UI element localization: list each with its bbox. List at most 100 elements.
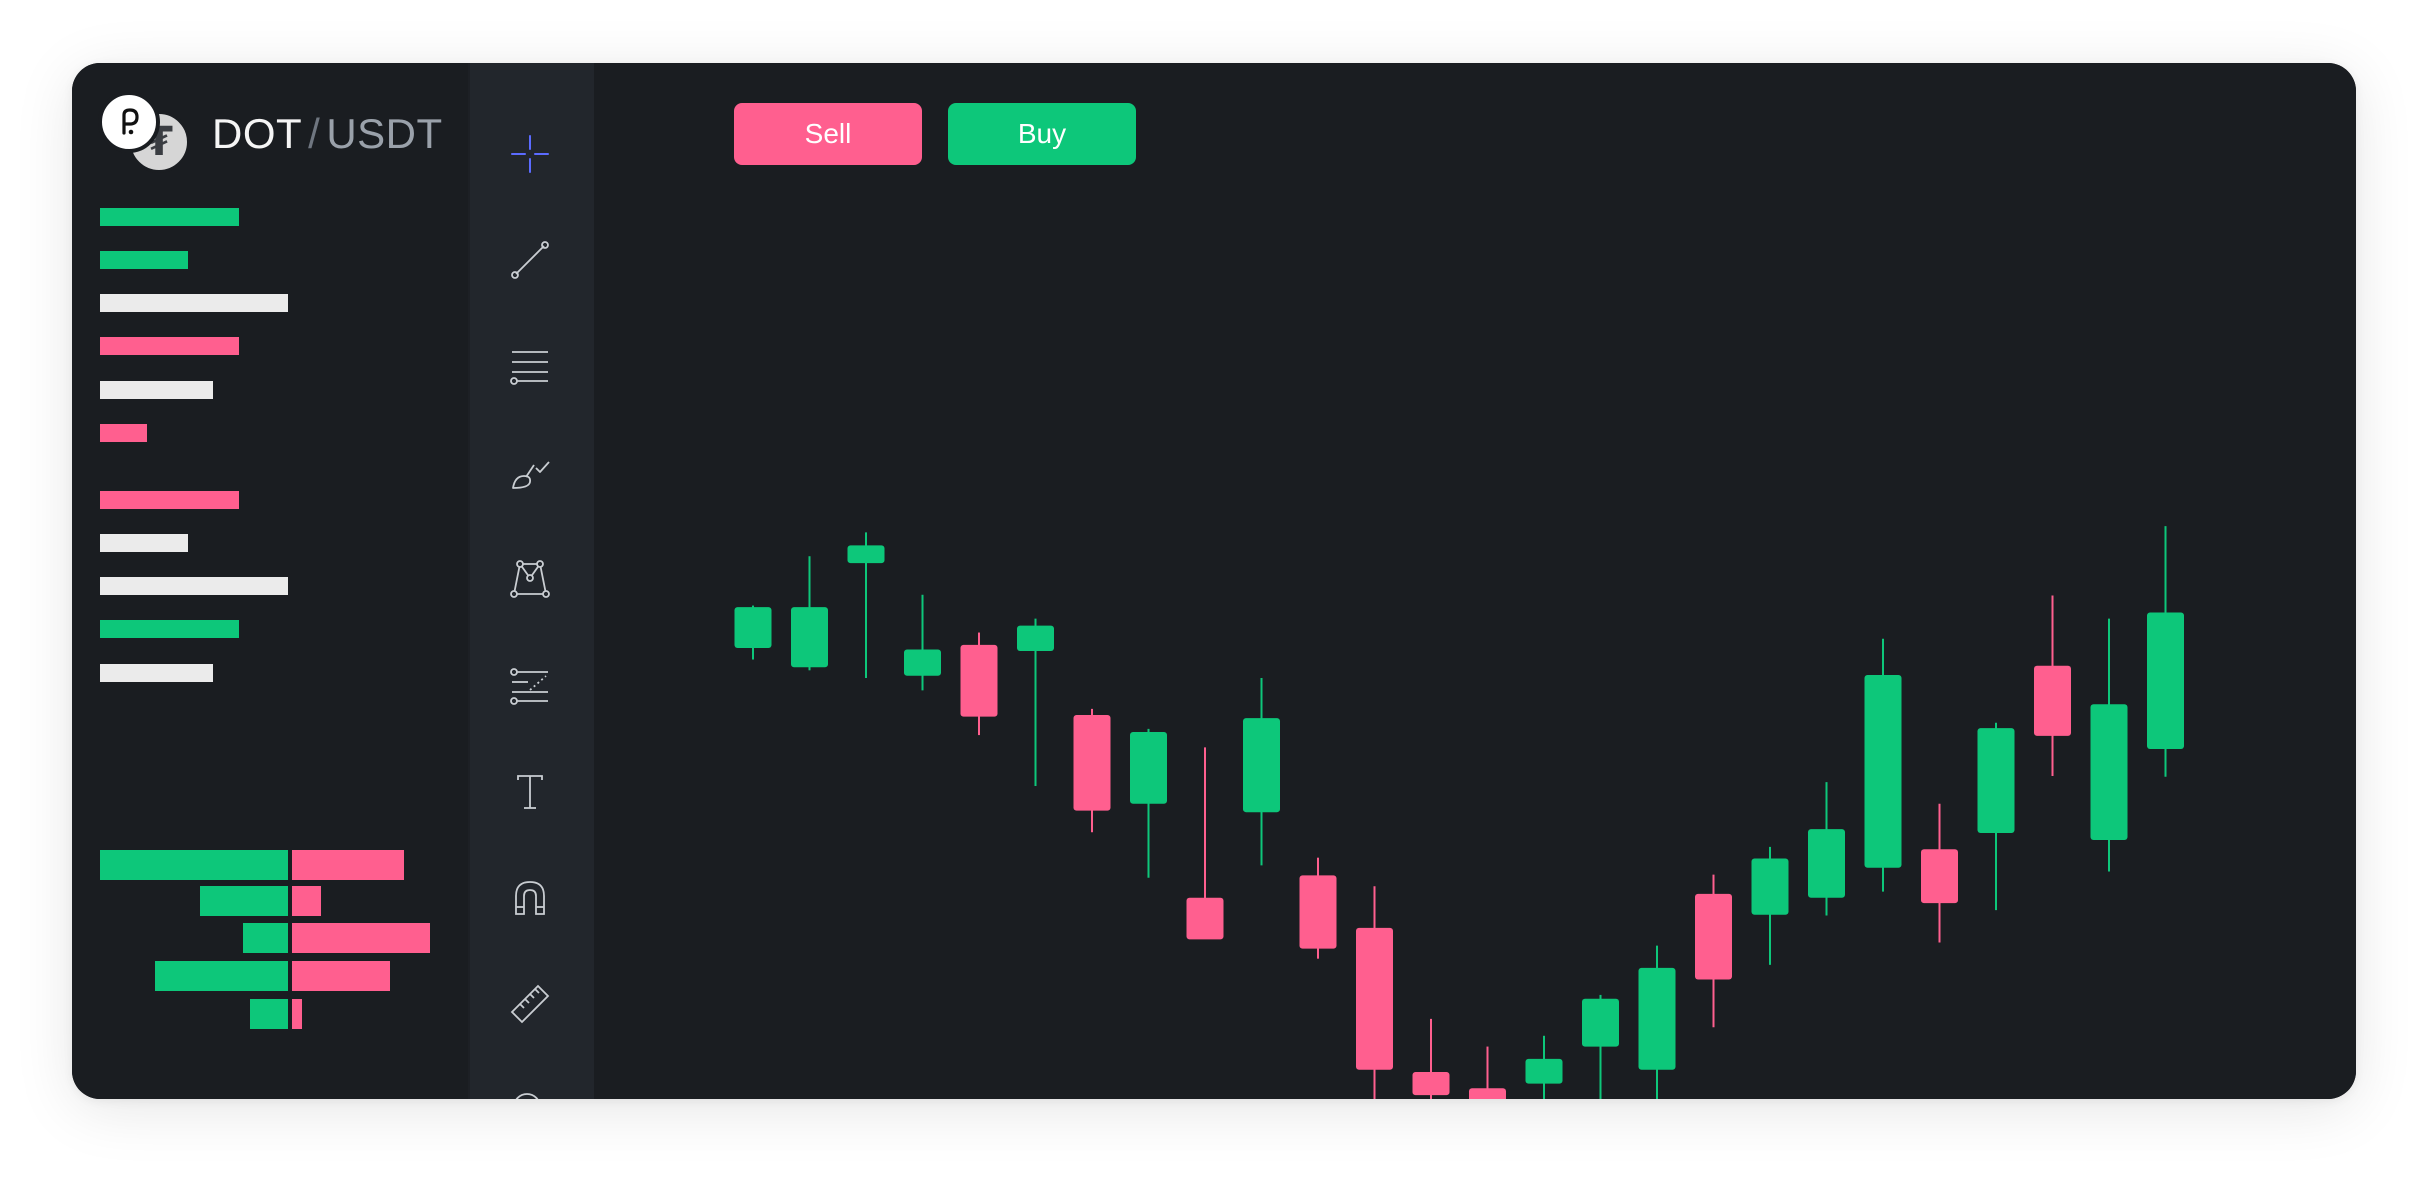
depth-buy-bar <box>155 961 288 991</box>
candle-body-up <box>1243 718 1280 813</box>
polkadot-logo-icon <box>98 91 160 153</box>
candle-body-up <box>2147 612 2184 749</box>
depth-sell-bar <box>292 961 390 991</box>
candle <box>1356 886 1393 1099</box>
depth-sell-bar <box>292 999 302 1029</box>
trend-line-icon <box>511 241 549 279</box>
order-book-bar <box>100 381 213 399</box>
candle <box>1469 1046 1506 1099</box>
candle <box>734 605 772 660</box>
coin-logos: ₮ <box>98 89 194 179</box>
candle-body-down <box>1356 927 1393 1070</box>
order-book-bar <box>100 491 239 509</box>
text-icon <box>517 775 543 809</box>
candle-body-down <box>960 644 998 717</box>
depth-buy-bar <box>200 886 288 916</box>
candle <box>791 556 828 671</box>
candle-body-up <box>1977 728 2015 834</box>
candle <box>1130 728 1167 878</box>
candle-body-down <box>2034 665 2071 736</box>
order-book-bar <box>100 208 239 226</box>
candle-body-up <box>1808 829 1845 898</box>
projection-icon <box>510 668 548 705</box>
candle-body-up <box>1130 732 1167 804</box>
pattern-icon <box>510 560 550 598</box>
trend-line-tool[interactable] <box>498 228 562 292</box>
pair-separator: / <box>308 110 321 157</box>
order-book-bar <box>100 534 188 552</box>
candle <box>1638 945 1676 1099</box>
pattern-tool[interactable] <box>498 546 562 610</box>
candle-body-down <box>1073 715 1111 811</box>
order-book-bar <box>100 337 239 355</box>
depth-buy-bar <box>243 923 288 953</box>
candle <box>1582 994 1619 1099</box>
candle-body-up <box>2090 704 2128 840</box>
candle <box>847 532 885 679</box>
candle <box>1299 857 1337 959</box>
horizontal-lines-icon <box>510 351 548 385</box>
order-book-bar <box>100 424 147 442</box>
candle <box>1751 846 1789 965</box>
candle <box>1073 708 1111 833</box>
candlestick-chart[interactable] <box>594 63 2356 1099</box>
candle <box>1412 1018 1450 1099</box>
candle-body-up <box>791 607 828 668</box>
brush-icon <box>512 461 550 489</box>
candle-body-up <box>734 607 772 648</box>
base-symbol: DOT <box>212 110 303 157</box>
trading-window: ₮ DOT / USDT <box>72 63 2356 1099</box>
candle <box>960 632 998 736</box>
drawing-toolbar <box>468 63 596 1099</box>
candle-body-up <box>1017 625 1054 652</box>
sell-button[interactable]: Sell <box>734 103 922 165</box>
ruler-icon <box>510 984 550 1024</box>
horizontal-lines-tool[interactable] <box>498 334 562 398</box>
crosshair-tool[interactable] <box>498 122 562 186</box>
quote-symbol: USDT <box>326 110 443 157</box>
buy-button[interactable]: Buy <box>948 103 1136 165</box>
depth-sell-bar <box>292 923 430 953</box>
candle-body-down <box>1921 849 1958 904</box>
candle <box>1864 638 1902 892</box>
candle-body-up <box>1638 967 1676 1070</box>
order-book-bar <box>100 294 288 312</box>
order-book-bar <box>100 251 188 269</box>
candle-body-down <box>1299 875 1337 949</box>
candle <box>904 594 941 691</box>
crosshair-icon <box>511 135 549 173</box>
candle <box>2034 595 2071 776</box>
candle-body-up <box>847 545 885 564</box>
order-book-bar <box>100 620 239 638</box>
depth-buy-bar <box>100 850 288 880</box>
chart-area[interactable]: Sell Buy <box>594 63 2356 1099</box>
candle <box>1921 803 1958 943</box>
candle-body-down <box>1412 1072 1450 1096</box>
brush-tool[interactable] <box>498 440 562 504</box>
candle-body-up <box>1582 998 1619 1047</box>
ruler-tool[interactable] <box>498 972 562 1036</box>
candle-body-down <box>1469 1088 1506 1099</box>
text-tool[interactable] <box>498 760 562 824</box>
candle-body-up <box>904 649 941 676</box>
candle <box>1186 747 1224 940</box>
candle-body-down <box>1186 897 1224 940</box>
candle <box>2090 618 2128 872</box>
zoom-in-icon <box>515 1093 539 1099</box>
depth-sell-bar <box>292 886 321 916</box>
magnet-tool[interactable] <box>498 866 562 930</box>
depth-sell-bar <box>292 850 404 880</box>
market-panel: ₮ DOT / USDT <box>72 63 468 1099</box>
candle <box>1977 722 2015 911</box>
magnet-icon <box>515 881 545 915</box>
zoom-in-tool[interactable] <box>498 1078 562 1099</box>
order-book-bar <box>100 664 213 682</box>
candle-body-up <box>1864 674 1902 868</box>
candle <box>1017 618 1054 786</box>
candle <box>2147 526 2184 777</box>
candle-body-up <box>1751 858 1789 915</box>
candle <box>1808 782 1845 916</box>
projection-tool[interactable] <box>498 654 562 718</box>
order-book-bar <box>100 577 288 595</box>
pair-header[interactable]: ₮ DOT / USDT <box>98 89 443 179</box>
